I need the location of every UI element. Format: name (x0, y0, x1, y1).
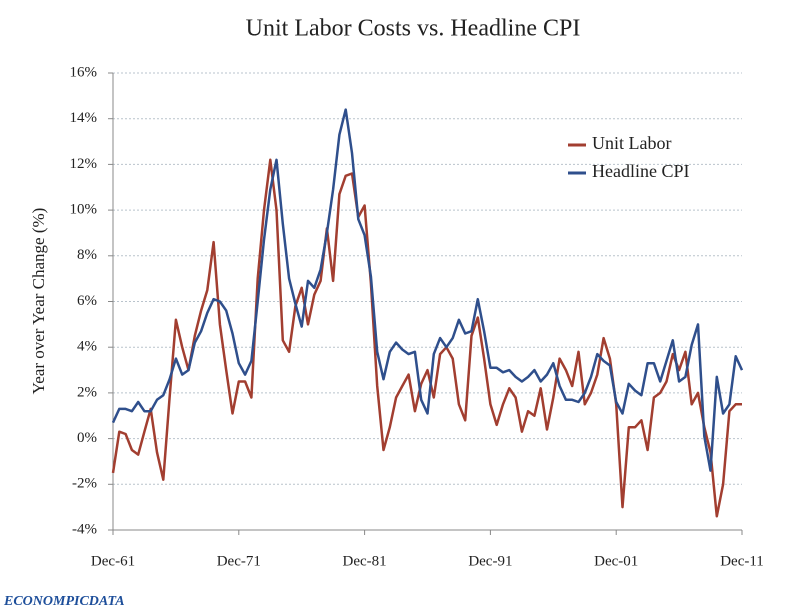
y-tick-label: 12% (70, 156, 98, 172)
x-tick-label: Dec-71 (217, 553, 261, 569)
line-series (111, 158, 742, 518)
x-tick-label: Dec-61 (91, 553, 135, 569)
y-tick-label: 8% (77, 247, 97, 263)
legend-label: Unit Labor (592, 133, 671, 153)
line-series (111, 108, 744, 472)
x-tick-label: Dec-81 (343, 553, 387, 569)
chart-title: Unit Labor Costs vs. Headline CPI (246, 16, 581, 42)
y-axis-label: Year over Year Change (%) (29, 208, 48, 395)
legend-label: Headline CPI (592, 161, 689, 181)
y-tick-label: 10% (70, 202, 98, 218)
x-tick-label: Dec-11 (720, 553, 764, 569)
y-tick-label: -2% (72, 476, 97, 492)
source-logo: ECONOMPICDATA (3, 594, 125, 609)
y-tick-label: 16% (70, 64, 98, 80)
x-tick-label: Dec-91 (468, 553, 512, 569)
y-tick-label: 2% (77, 384, 97, 400)
x-tick-label: Dec-01 (594, 553, 638, 569)
y-tick-label: 4% (77, 339, 97, 355)
y-tick-label: -4% (72, 521, 97, 537)
y-tick-label: 0% (77, 430, 97, 446)
y-tick-label: 14% (70, 110, 98, 126)
y-tick-label: 6% (77, 293, 97, 309)
